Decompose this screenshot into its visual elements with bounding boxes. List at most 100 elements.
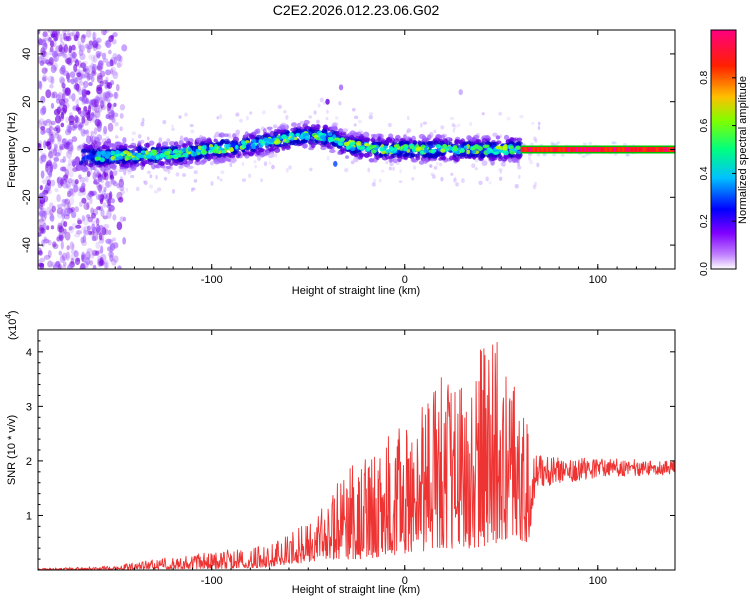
spectrogram-noise-cell <box>103 125 108 135</box>
spectrogram-noise-cell <box>64 168 70 178</box>
spectrogram-noise-cell <box>271 164 275 170</box>
spectrogram-noise-cell <box>81 226 87 232</box>
spectrogram-noise-cell <box>88 40 94 46</box>
spectrogram-noise-cell <box>283 110 287 114</box>
spectrogram-noise-cell <box>65 35 72 42</box>
spectrogram-noise-cell <box>369 112 374 116</box>
spectrogram-noise-cell <box>57 113 62 121</box>
spectrogram-core-cell <box>395 143 400 149</box>
spectrogram-core-cell <box>485 144 490 148</box>
spectrogram-noise-cell <box>435 161 439 167</box>
spectrogram-band-cell <box>165 165 172 169</box>
spectrogram-noise-cell <box>88 54 92 61</box>
spectrogram-noise-cell <box>50 102 55 109</box>
spectrogram-core-cell <box>171 154 178 159</box>
spectrogram-noise-cell <box>57 222 63 230</box>
spectrogram-core-cell <box>192 151 198 157</box>
spectrogram-tone-halo <box>554 142 559 146</box>
spectrogram-noise-cell <box>76 72 82 77</box>
spectrogram-tone-halo <box>581 155 586 159</box>
spectrogram-noise-cell <box>78 265 84 269</box>
spectrogram-tone-halo <box>582 142 587 146</box>
spectrogram-noise-cell <box>100 208 105 217</box>
spectrogram-band-cell <box>310 124 316 130</box>
spectrogram-noise-cell <box>92 64 97 70</box>
spectrogram-noise-cell <box>89 99 94 106</box>
spectrogram-band-cell <box>250 135 256 140</box>
spectrogram-core-cell <box>107 151 112 156</box>
spectrogram-band-cell <box>495 135 501 140</box>
colorbar-tick-label: 0.2 <box>699 214 710 228</box>
spectrogram-core-cell <box>195 148 200 153</box>
spectrogram-noise-cell <box>142 180 146 184</box>
spectrogram-noise-cell <box>77 40 82 46</box>
spectrogram-noise-cell <box>72 30 78 38</box>
spectrogram-tone-cell <box>639 147 642 152</box>
snr-axes: -100 0 100 1 2 3 4 <box>26 330 675 587</box>
spectrogram-band-cell <box>342 128 349 133</box>
spectrogram-noise-cell <box>79 52 86 61</box>
spectrogram-core-cell <box>379 146 384 152</box>
spectrogram-noise-cell <box>471 163 476 169</box>
spectrogram-noise-cell <box>130 174 135 179</box>
spectrogram-noise-cell <box>149 184 154 189</box>
spectrogram-noise-cell <box>95 39 100 47</box>
spectrogram-noise-cell <box>92 55 98 63</box>
spectrogram-noise-cell <box>67 149 73 155</box>
spectrogram-core-cell <box>349 141 356 145</box>
spectrogram-noise-cell <box>60 111 65 120</box>
spectrogram-noise-cell <box>112 71 119 80</box>
spectrogram-noise-cell <box>63 44 69 53</box>
spectrogram-band-cell <box>194 145 199 149</box>
spectrogram-noise-cell <box>96 65 102 70</box>
spectrogram-noise-cell <box>91 63 98 72</box>
spectrogram-band-cell <box>503 134 510 141</box>
spectrogram-noise-cell <box>38 143 42 148</box>
spectrogram-band-cell <box>516 153 522 160</box>
spectrogram-noise-cell <box>60 64 66 73</box>
spectrogram-noise-cell <box>136 186 140 192</box>
spectrogram-noise-cell <box>60 122 65 128</box>
spectrogram-noise-cell <box>51 43 56 48</box>
spectrogram-noise-cell <box>430 172 435 177</box>
spectrogram-noise-cell <box>97 260 103 268</box>
spectrogram-noise-cell <box>95 43 102 50</box>
spectrogram-band-cell <box>259 152 265 158</box>
snr-xlabel: Height of straight line (km) <box>292 584 420 596</box>
spectrogram-noise-cell <box>101 227 107 236</box>
spectrogram-band-cell <box>182 158 188 165</box>
spectrogram-noise-cell <box>62 174 68 180</box>
spectrogram-noise-cell <box>420 122 423 128</box>
spectrogram-tone-halo <box>521 143 526 147</box>
spectrogram-band-cell <box>393 138 400 143</box>
spectrogram-noise-cell <box>71 136 78 143</box>
spectrogram-noise-cell <box>102 30 107 36</box>
spectrogram-tone-halo <box>536 153 541 157</box>
spectrogram-noise-cell <box>112 53 118 60</box>
spectrogram-noise-cell <box>98 184 102 194</box>
spectrogram-band-cell <box>210 161 214 166</box>
spectrogram-band-cell <box>274 145 279 150</box>
spectrogram-noise-cell <box>118 196 124 203</box>
spectrogram-noise-cell <box>41 58 48 65</box>
spectrogram-band-cell <box>316 124 321 130</box>
spectrogram-band-cell <box>342 147 347 154</box>
spectrogram-noise-cell <box>245 115 249 121</box>
spectrogram-band-cell <box>296 128 302 133</box>
spectrogram-xtick-label: 100 <box>589 274 607 286</box>
spectrogram-noise-cell <box>114 121 119 127</box>
spectrogram-noise-cell <box>89 260 94 266</box>
spectrogram-noise-cell <box>125 187 129 192</box>
spectrogram-band-cell <box>81 157 86 161</box>
spectrogram-noise-cell <box>78 144 84 149</box>
spectrogram-noise-cell <box>70 249 77 255</box>
spectrogram-core-cell <box>138 154 145 159</box>
spectrogram-noise-cell <box>39 155 44 164</box>
spectrogram-noise-cell <box>519 114 524 119</box>
spectrogram-noise-cell <box>112 181 118 187</box>
spectrogram-band-cell <box>348 134 355 141</box>
spectrogram-band-cell <box>400 140 405 146</box>
spectrogram-noise-cell <box>42 77 47 82</box>
spectrogram-core-cell <box>99 157 106 163</box>
